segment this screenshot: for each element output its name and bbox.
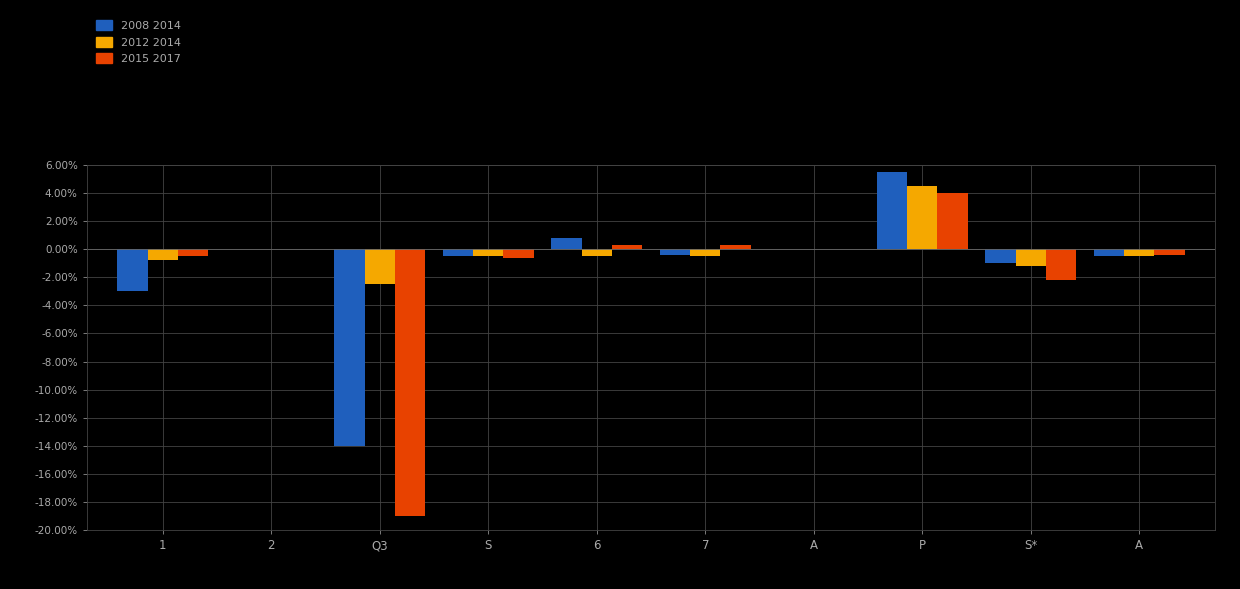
Bar (613, 245, 642, 249)
Bar (179, 249, 208, 256)
Bar (148, 249, 179, 260)
Bar (582, 249, 613, 256)
Bar (335, 249, 365, 446)
Bar (691, 249, 720, 256)
Bar (365, 249, 396, 284)
Bar (720, 245, 751, 249)
Bar (986, 249, 1016, 263)
Bar (877, 172, 908, 249)
Bar (1047, 249, 1076, 280)
Bar (1016, 249, 1047, 266)
Bar (503, 249, 534, 257)
Bar (937, 193, 968, 249)
Bar (443, 249, 474, 256)
Bar (117, 249, 148, 292)
Bar (552, 238, 582, 249)
Bar (1154, 249, 1185, 255)
Legend: 2008 2014, 2012 2014, 2015 2017: 2008 2014, 2012 2014, 2015 2017 (92, 17, 185, 67)
Bar (660, 249, 691, 255)
Bar (474, 249, 503, 256)
Bar (1125, 249, 1154, 256)
Bar (396, 249, 425, 516)
Bar (1094, 249, 1125, 256)
Bar (908, 186, 937, 249)
